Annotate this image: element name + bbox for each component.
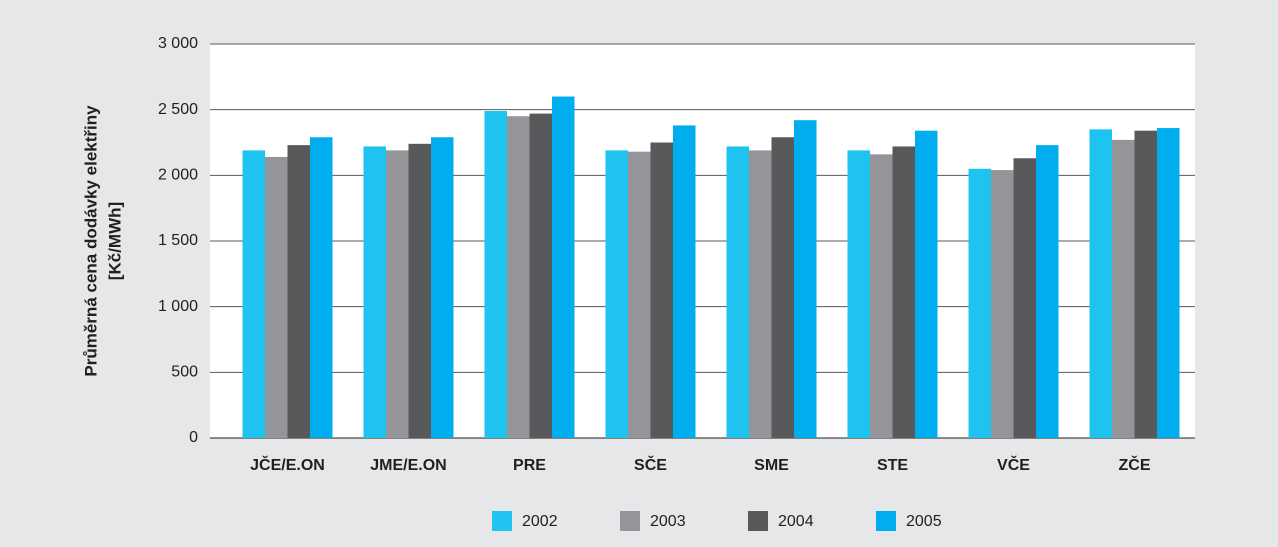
legend-label: 2005 <box>906 513 942 530</box>
bar <box>552 96 575 439</box>
bar <box>242 150 265 438</box>
bar <box>1013 158 1036 438</box>
bar <box>287 145 310 439</box>
bar <box>1134 130 1157 438</box>
bar <box>991 170 1014 438</box>
legend-label: 2004 <box>778 513 814 530</box>
legend-label: 2002 <box>522 513 558 530</box>
legend-swatch <box>876 511 896 531</box>
y-axis-label: [Kč/MWh] <box>105 202 124 280</box>
x-tick-label: SME <box>754 457 789 474</box>
bar <box>431 137 454 438</box>
bar <box>507 116 530 438</box>
legend-swatch <box>620 511 640 531</box>
x-tick-label: JČE/E.ON <box>250 455 325 474</box>
bar <box>915 130 938 438</box>
bar <box>673 125 696 438</box>
y-tick-label: 3 000 <box>158 35 198 52</box>
bar <box>1089 129 1112 438</box>
bar <box>529 113 552 439</box>
bar <box>870 154 893 438</box>
bar <box>484 110 507 438</box>
bar <box>1112 139 1135 438</box>
bar <box>650 142 673 438</box>
y-axis-label: Průměrná cena dodávky elektřiny <box>81 105 100 377</box>
x-tick-label: PRE <box>513 457 546 474</box>
bar <box>605 150 628 438</box>
y-tick-label: 0 <box>189 429 198 446</box>
bar <box>771 137 794 438</box>
bar <box>847 150 870 438</box>
bar <box>310 137 333 438</box>
x-tick-label: STE <box>877 457 908 474</box>
y-tick-label: 500 <box>171 364 198 381</box>
bar <box>1036 145 1059 439</box>
x-tick-label: SČE <box>634 455 667 474</box>
bar <box>628 151 651 438</box>
legend-label: 2003 <box>650 513 686 530</box>
bar <box>794 120 817 438</box>
bar <box>1157 128 1180 438</box>
y-tick-label: 1 500 <box>158 232 198 249</box>
legend-swatch <box>492 511 512 531</box>
bar <box>265 156 288 439</box>
bar <box>726 146 749 438</box>
legend-swatch <box>748 511 768 531</box>
y-tick-label: 2 000 <box>158 167 198 184</box>
x-tick-label: ZČE <box>1119 455 1151 474</box>
bar <box>408 143 431 438</box>
y-tick-label: 1 000 <box>158 298 198 315</box>
bar <box>363 146 386 438</box>
bar <box>749 150 772 438</box>
bar <box>968 168 991 438</box>
y-tick-label: 2 500 <box>158 101 198 118</box>
x-tick-label: VČE <box>997 455 1030 474</box>
x-tick-label: JME/E.ON <box>370 457 446 474</box>
bar <box>386 150 409 438</box>
bar <box>892 146 915 438</box>
